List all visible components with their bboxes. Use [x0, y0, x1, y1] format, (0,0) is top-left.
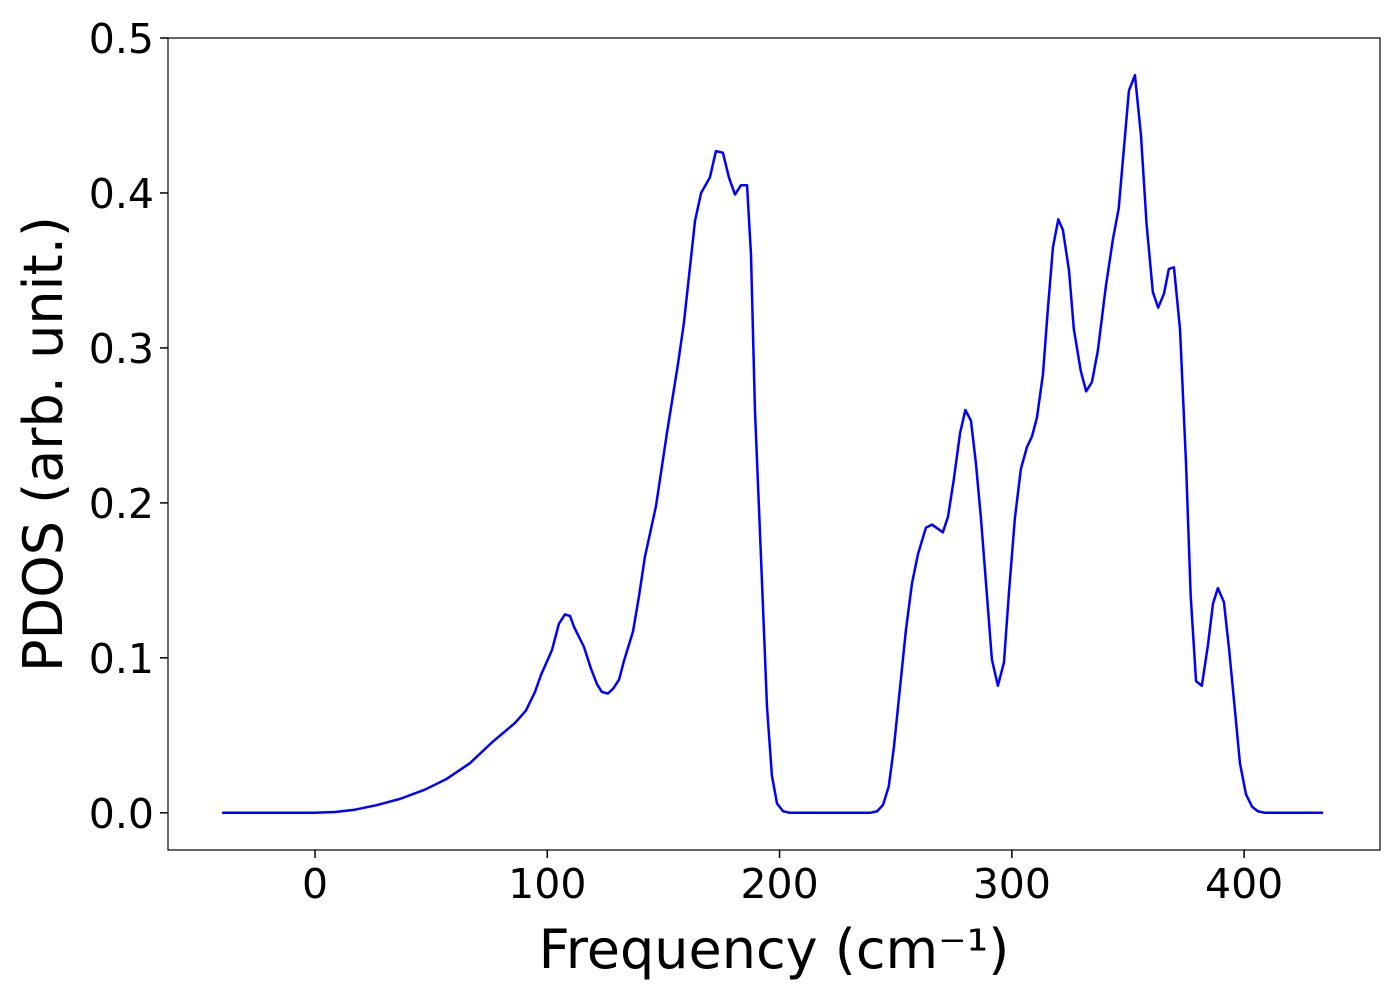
plot-frame: [167, 37, 1381, 851]
x-tick-label: 400: [1205, 860, 1283, 908]
y-tick-label: 0.3: [89, 325, 154, 373]
x-tick-label: 200: [740, 860, 818, 908]
y-axis-label: PDOS (arb. unit.): [12, 216, 75, 672]
data-line: [222, 73, 1324, 815]
x-axis-label: Frequency (cm⁻¹): [539, 918, 1010, 981]
x-tick-label: 100: [508, 860, 586, 908]
x-tick-label: 0: [302, 860, 328, 908]
x-tick-label: 300: [973, 860, 1051, 908]
y-tick-label: 0.1: [89, 635, 154, 683]
y-tick-label: 0.0: [89, 790, 154, 838]
y-tick-label: 0.5: [89, 15, 154, 63]
y-tick-label: 0.4: [89, 170, 154, 218]
y-tick-label: 0.2: [89, 480, 154, 528]
